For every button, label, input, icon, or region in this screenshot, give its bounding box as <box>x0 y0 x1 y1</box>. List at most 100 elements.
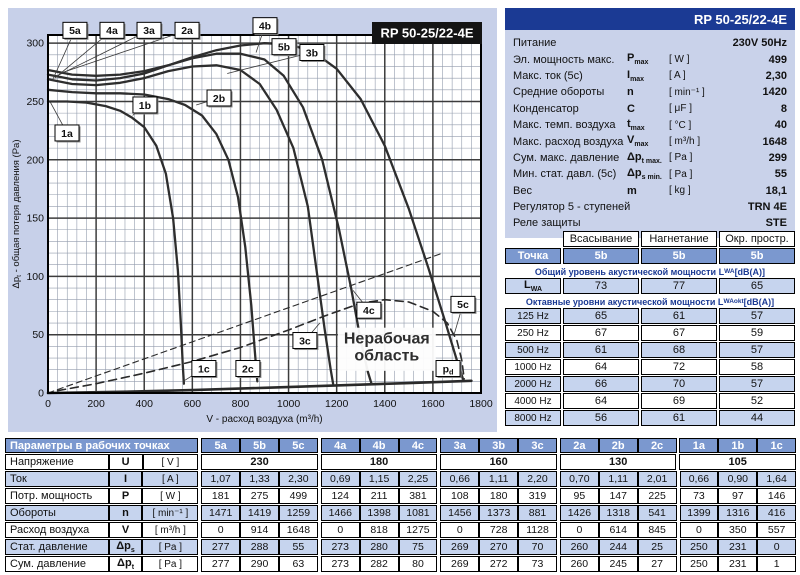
curve-point-label <box>206 89 233 108</box>
op-cell: Δps <box>108 539 143 555</box>
op-cell: 160 <box>440 454 557 470</box>
op-cell: [ A ] <box>142 471 199 487</box>
op-cell: 272 <box>479 556 519 572</box>
spec-table: Питание 230V 50Hz Эл. мощность макс. Pmax [ … <box>505 30 795 238</box>
op-cell: 1648 <box>278 522 318 538</box>
op-cell: 3c <box>518 438 557 453</box>
op-cell: 63 <box>278 556 318 572</box>
acoustic-panel: Всасывание Нагнетание Окр. простр. Точка 5b 5… <box>505 231 795 427</box>
acoustic-cell: 57 <box>719 342 795 358</box>
op-cell: 1471 <box>201 505 241 521</box>
op-cell: 97 <box>718 488 758 504</box>
curve-point-label <box>99 21 126 40</box>
svg-text:Нерабочая: Нерабочая <box>344 331 430 348</box>
svg-text:V - расход воздуха (m³/h): V - расход воздуха (m³/h) <box>206 414 322 425</box>
op-cell: n <box>108 505 143 521</box>
acoustic-cell: 64 <box>563 359 639 375</box>
svg-text:200: 200 <box>87 398 105 410</box>
svg-text:0: 0 <box>45 398 51 410</box>
spec-value: STE <box>765 217 787 230</box>
op-cell: 282 <box>359 556 399 572</box>
op-cell: 95 <box>559 488 599 504</box>
op-cell: 0 <box>757 539 797 555</box>
spec-value: 230V 50Hz <box>732 37 787 50</box>
octave-row: 500 Hz 61 68 57 <box>505 342 795 358</box>
spec-symbol: Δps min. <box>627 167 662 182</box>
op-cell: 288 <box>240 539 279 555</box>
op-cell: 180 <box>479 488 519 504</box>
acoustic-cell: 5b <box>563 248 639 264</box>
svg-text:1200: 1200 <box>325 398 349 410</box>
op-cell: 499 <box>278 488 318 504</box>
acoustic-cell: Нагнетание <box>641 231 717 247</box>
op-cell: 277 <box>201 556 241 572</box>
spec-unit: [ W ] <box>669 54 690 66</box>
curve-point-label <box>62 21 89 40</box>
acoustic-cell: 64 <box>563 393 639 409</box>
op-cell: 280 <box>359 539 399 555</box>
spec-label: Макс. ток (5с) <box>513 69 583 82</box>
svg-text:3a: 3a <box>143 25 155 37</box>
acoustic-cell: 61 <box>641 410 717 426</box>
op-cell: 275 <box>240 488 279 504</box>
svg-text:0: 0 <box>38 388 44 400</box>
curve-point-label <box>356 301 383 320</box>
svg-text:pd: pd <box>443 363 454 376</box>
op-cell: 211 <box>359 488 399 504</box>
spec-label: Эл. мощность макс. <box>513 53 615 66</box>
op-cell: 250 <box>679 556 719 572</box>
spec-symbol: tmax <box>627 118 645 133</box>
spec-label: Конденсатор <box>513 102 579 115</box>
acoustic-cell: 66 <box>563 376 639 392</box>
spec-row: Эл. мощность макс. Pmax [ W ] 499 <box>513 51 787 67</box>
op-cell: 260 <box>559 556 599 572</box>
op-cell: 4c <box>398 438 438 453</box>
op-cell: 146 <box>757 488 797 504</box>
spec-unit: [ Pa ] <box>669 168 693 180</box>
op-cell: 273 <box>320 539 360 555</box>
op-cell: 231 <box>718 539 758 555</box>
acoustic-cell: 1000 Hz <box>505 359 561 375</box>
op-cell: Напряжение <box>5 454 109 470</box>
spec-value: 499 <box>768 53 787 66</box>
acoustic-cell: 61 <box>563 342 639 358</box>
op-cell: 0 <box>679 522 719 538</box>
op-cell: [ min⁻¹ ] <box>142 505 199 521</box>
op-cell: 130 <box>559 454 677 470</box>
op-cell: 1456 <box>440 505 480 521</box>
svg-text:1400: 1400 <box>373 398 397 410</box>
curve-point-label <box>136 21 163 40</box>
operating-points-table: Параметры в рабочих точках 5a 5b 5c 4a 4b 4c 3a… <box>5 438 797 573</box>
svg-text:2a: 2a <box>181 25 193 37</box>
spec-value: TRN 4E <box>747 201 787 214</box>
op-cell: 147 <box>598 488 638 504</box>
spec-label: Вес <box>513 184 532 197</box>
op-data-row: Потр. мощность P[ W ] 181 275 499 124 211 381 10… <box>5 488 797 504</box>
svg-text:2b: 2b <box>213 93 225 105</box>
svg-text:4c: 4c <box>363 305 375 317</box>
op-cell: 0,70 <box>559 471 599 487</box>
spec-unit: [ °C ] <box>669 119 692 131</box>
spec-label: Макс. темп. воздуха <box>513 119 616 132</box>
acoustic-cell: 77 <box>641 278 717 294</box>
op-data-row: Обороты n[ min⁻¹ ] 1471 1419 1259 1466 1398 108… <box>5 505 797 521</box>
op-cell: 0,66 <box>679 471 719 487</box>
curve-point-label <box>235 360 262 379</box>
op-cell: 1318 <box>598 505 638 521</box>
acoustic-cell: 59 <box>719 325 795 341</box>
acoustic-cell: 56 <box>563 410 639 426</box>
op-cell: 73 <box>679 488 719 504</box>
op-data-row: Сум. давление Δpt[ Pa ] 277 290 63 273 282 80 26… <box>5 556 797 572</box>
op-cell: [ Pa ] <box>142 539 199 555</box>
op-cell: Параметры в рабочих точках <box>5 438 199 453</box>
svg-text:3b: 3b <box>306 47 318 59</box>
op-cell: 3b <box>479 438 519 453</box>
spec-label: Мин. стат. давл. (5с) <box>513 168 617 181</box>
op-cell: 614 <box>598 522 638 538</box>
op-cell: 55 <box>278 539 318 555</box>
op-cell: 818 <box>359 522 399 538</box>
op-cell: [ Pa ] <box>142 556 199 572</box>
op-cell: 4b <box>359 438 399 453</box>
acoustic-cell: 73 <box>563 278 639 294</box>
